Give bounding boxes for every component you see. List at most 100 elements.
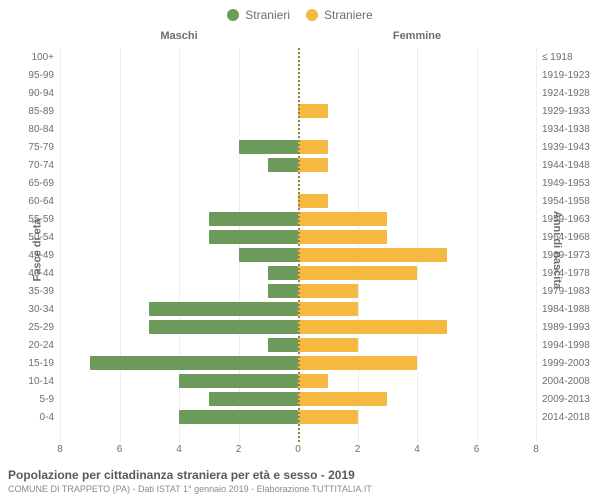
bar-female	[298, 392, 387, 406]
age-label: 0-4	[0, 412, 60, 423]
bar-half-male	[60, 300, 298, 318]
pyramid-row: 80-841934-1938	[0, 120, 600, 138]
legend-item-male: Stranieri	[227, 8, 290, 22]
birth-year-label: 1939-1943	[536, 142, 600, 153]
bar-half-female	[298, 120, 536, 138]
chart-area: 100+≤ 191895-991919-192390-941924-192885…	[0, 48, 600, 442]
age-label: 15-19	[0, 358, 60, 369]
birth-year-label: 1974-1978	[536, 268, 600, 279]
bar-half-female	[298, 390, 536, 408]
birth-year-label: 1989-1993	[536, 322, 600, 333]
bar-male	[149, 320, 298, 334]
bar-half-male	[60, 48, 298, 66]
age-label: 65-69	[0, 178, 60, 189]
bar-half-male	[60, 102, 298, 120]
x-axis: 864202468	[60, 444, 536, 458]
bar-male	[179, 410, 298, 424]
bar-female	[298, 194, 328, 208]
bar-half-male	[60, 336, 298, 354]
legend-swatch-female	[306, 9, 318, 21]
birth-year-label: 1964-1968	[536, 232, 600, 243]
bar-male	[179, 374, 298, 388]
birth-year-label: 1959-1963	[536, 214, 600, 225]
bar-half-male	[60, 120, 298, 138]
birth-year-label: 2014-2018	[536, 412, 600, 423]
pyramid-row: 95-991919-1923	[0, 66, 600, 84]
birth-year-label: 1984-1988	[536, 304, 600, 315]
pyramid-row: 15-191999-2003	[0, 354, 600, 372]
birth-year-label: 1929-1933	[536, 106, 600, 117]
bar-half-female	[298, 192, 536, 210]
bar-half-female	[298, 210, 536, 228]
bar-female	[298, 374, 328, 388]
x-tick-label: 8	[57, 444, 63, 455]
birth-year-label: 1994-1998	[536, 340, 600, 351]
bar-half-female	[298, 354, 536, 372]
age-label: 85-89	[0, 106, 60, 117]
x-tick-label: 2	[355, 444, 361, 455]
bar-female	[298, 338, 358, 352]
bar-half-male	[60, 390, 298, 408]
pyramid-row: 60-64 1954-1958	[0, 192, 600, 210]
age-label: 60-64	[0, 196, 60, 207]
bar-half-male	[60, 318, 298, 336]
pyramid-row: 20-241994-1998	[0, 336, 600, 354]
bar-female	[298, 158, 328, 172]
bar-half-male	[60, 228, 298, 246]
legend: Stranieri Straniere	[0, 0, 600, 26]
bar-male	[209, 230, 298, 244]
birth-year-label: 1954-1958	[536, 196, 600, 207]
birth-year-label: 1949-1953	[536, 178, 600, 189]
x-tick-label: 2	[236, 444, 242, 455]
bar-half-female	[298, 372, 536, 390]
birth-year-label: 1969-1973	[536, 250, 600, 261]
footer-subtitle: COMUNE DI TRAPPETO (PA) - Dati ISTAT 1° …	[8, 484, 592, 494]
bar-half-male	[60, 66, 298, 84]
bar-half-female	[298, 408, 536, 426]
pyramid-row: 85-89 1929-1933	[0, 102, 600, 120]
column-headers: Maschi Femmine	[0, 30, 600, 42]
pyramid-row: 10-142004-2008	[0, 372, 600, 390]
legend-swatch-male	[227, 9, 239, 21]
pyramid-row: 100+≤ 1918	[0, 48, 600, 66]
bar-female	[298, 410, 358, 424]
bar-half-female	[298, 156, 536, 174]
bar-half-female	[298, 246, 536, 264]
header-male: Maschi	[60, 30, 298, 42]
age-label: 25-29	[0, 322, 60, 333]
age-label: 35-39	[0, 286, 60, 297]
bar-half-male	[60, 138, 298, 156]
age-label: 40-44	[0, 268, 60, 279]
bar-half-male	[60, 174, 298, 192]
bar-female	[298, 266, 417, 280]
bar-female	[298, 248, 447, 262]
x-tick-label: 6	[117, 444, 123, 455]
age-label: 75-79	[0, 142, 60, 153]
bar-half-male	[60, 246, 298, 264]
bar-half-female	[298, 138, 536, 156]
pyramid-row: 90-941924-1928	[0, 84, 600, 102]
x-tick-label: 0	[295, 444, 301, 455]
bar-male	[209, 392, 298, 406]
legend-label-male: Stranieri	[245, 8, 290, 22]
birth-year-label: 1934-1938	[536, 124, 600, 135]
pyramid-row: 5-92009-2013	[0, 390, 600, 408]
bar-male	[268, 338, 298, 352]
age-label: 30-34	[0, 304, 60, 315]
bar-female	[298, 140, 328, 154]
bar-female	[298, 356, 417, 370]
age-label: 5-9	[0, 394, 60, 405]
bar-male	[209, 212, 298, 226]
birth-year-label: 1979-1983	[536, 286, 600, 297]
bar-half-male	[60, 282, 298, 300]
bar-half-male	[60, 372, 298, 390]
bar-female	[298, 302, 358, 316]
birth-year-label: 1919-1923	[536, 70, 600, 81]
bar-half-female	[298, 174, 536, 192]
age-label: 90-94	[0, 88, 60, 99]
pyramid-row: 50-541964-1968	[0, 228, 600, 246]
bar-male	[268, 284, 298, 298]
bar-half-male	[60, 156, 298, 174]
x-tick-label: 4	[414, 444, 420, 455]
bar-half-female	[298, 66, 536, 84]
